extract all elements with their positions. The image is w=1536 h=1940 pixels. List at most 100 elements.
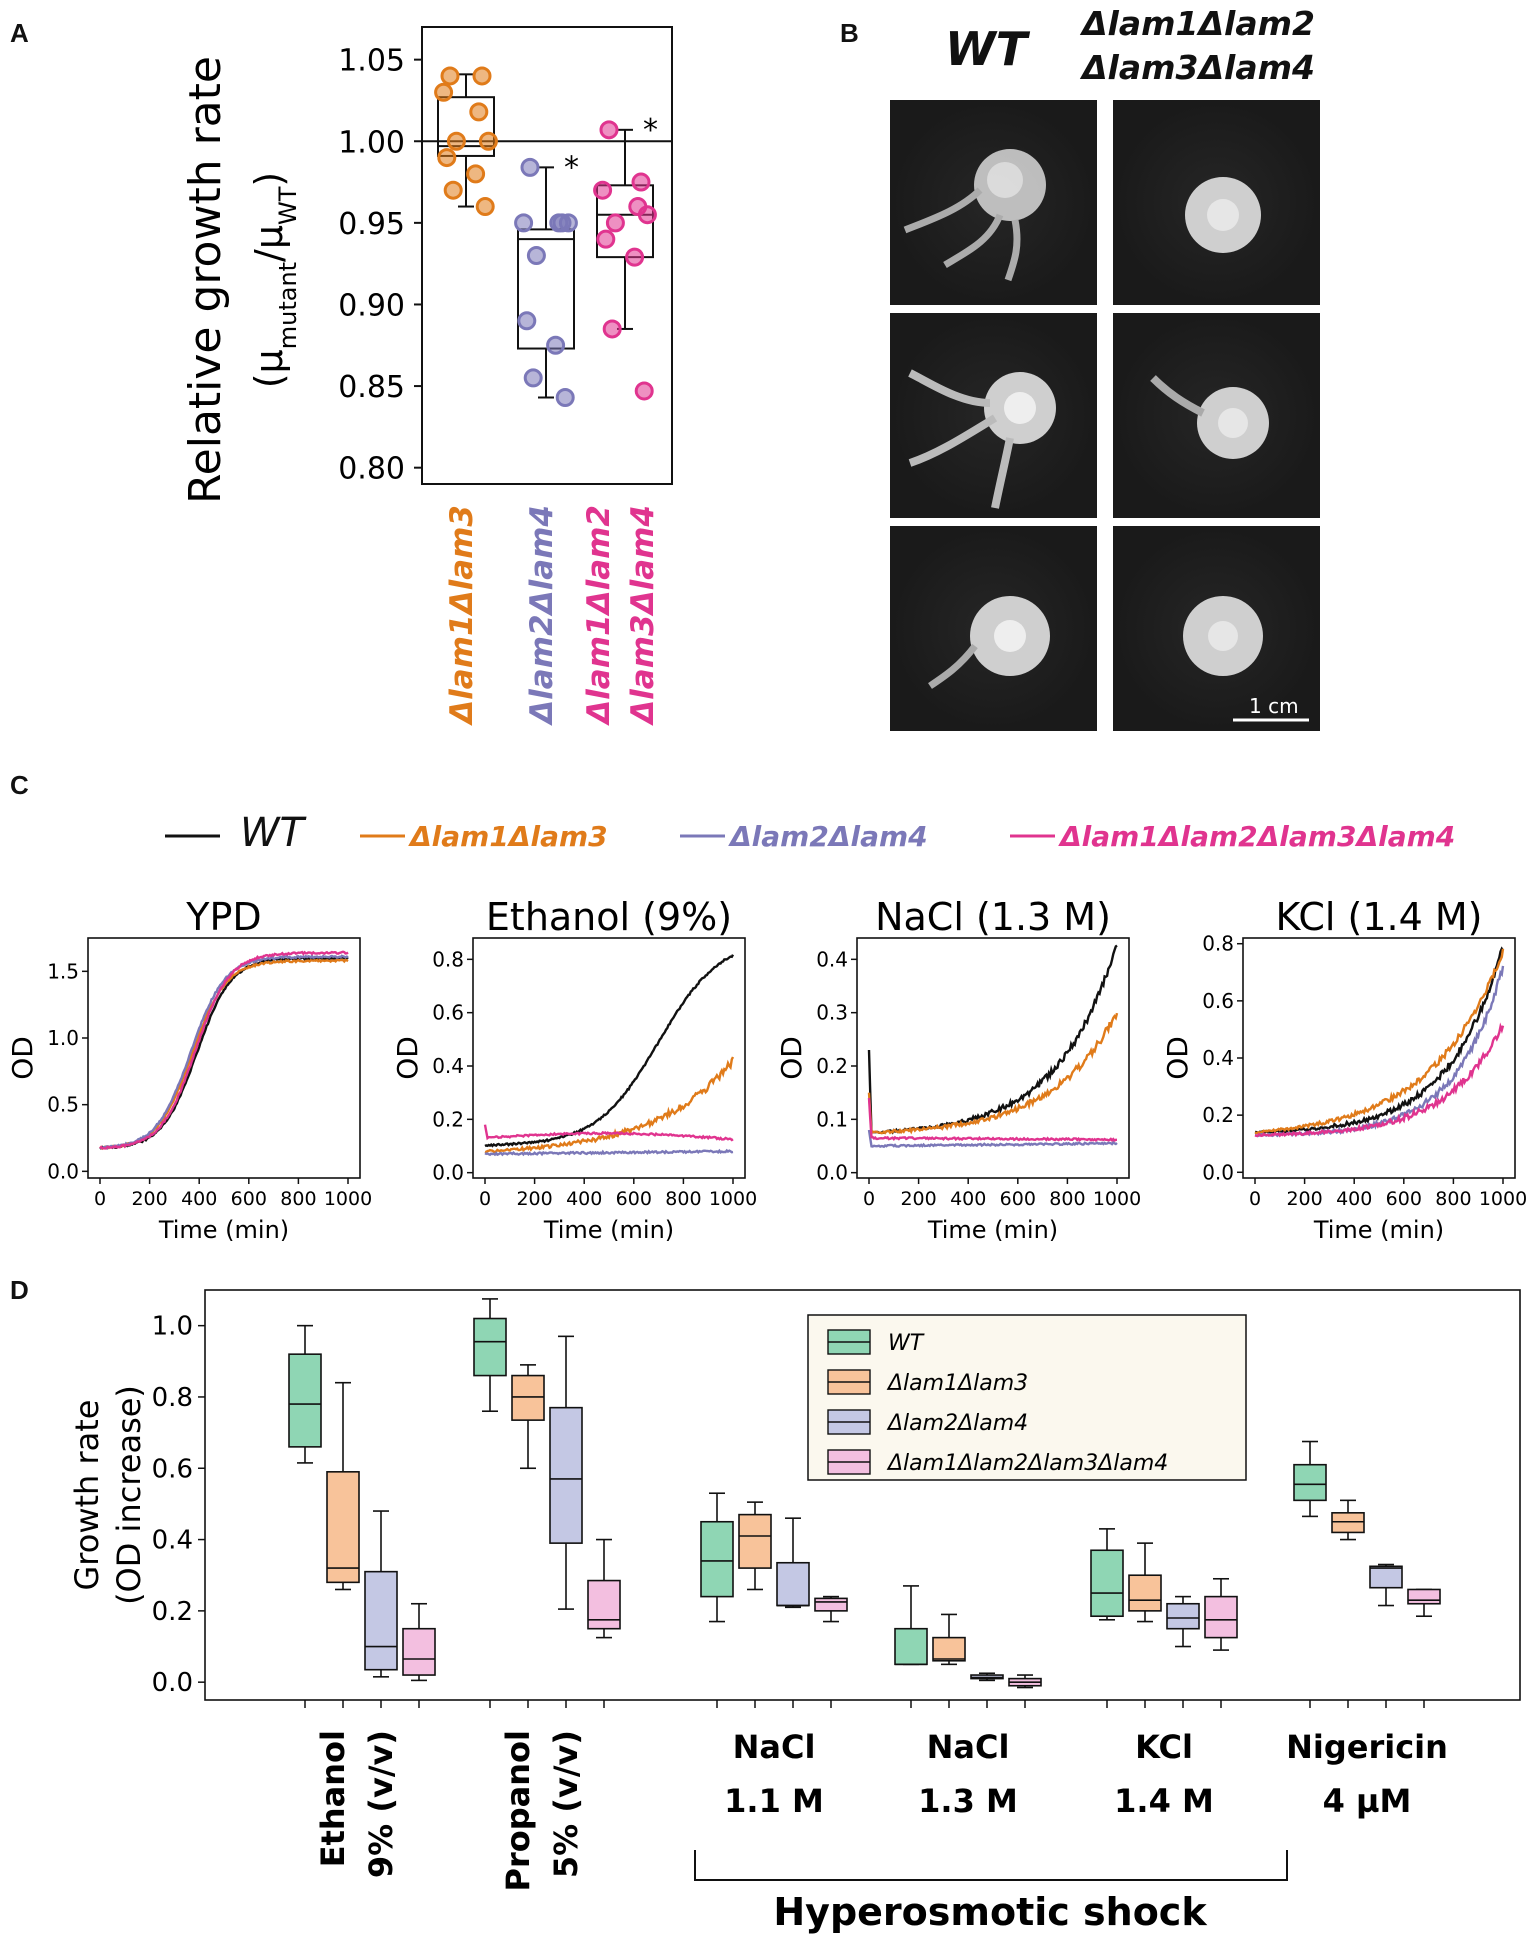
colony-image-mutant-3: 1 cm	[1113, 526, 1320, 731]
colony-image-mutant-2	[1113, 313, 1320, 518]
box	[700, 1520, 734, 1598]
ytick-label: 0.8	[432, 947, 464, 971]
boxplot-2	[1331, 1499, 1365, 1708]
xtick-label: 1000	[1093, 1188, 1141, 1210]
ytick-label: 1.0	[152, 1312, 193, 1342]
boxplot-3	[776, 1517, 810, 1708]
xtick-label: 600	[1000, 1188, 1036, 1210]
growth-curve-lam13	[484, 1056, 735, 1154]
panel-a-xlabel: Δlam1Δlam2	[581, 505, 617, 727]
boxplot-4	[402, 1602, 436, 1708]
colony-image-wt-3	[890, 526, 1097, 731]
ytick-label: 0.2	[816, 1054, 848, 1078]
growth-curve-lam24	[99, 954, 349, 1150]
hyperosmotic-bracket: Hyperosmotic shock	[694, 1850, 1288, 1934]
data-point	[625, 247, 645, 267]
growth-curve-lam24	[1254, 965, 1505, 1138]
panel-a-group-1	[434, 66, 498, 217]
box	[1128, 1574, 1162, 1612]
boxplot-2	[511, 1364, 545, 1708]
xtick-label: 400	[566, 1188, 602, 1210]
panel-a-ytick-label: 1.00	[338, 125, 405, 160]
growth-curve-quad	[867, 1097, 1117, 1143]
growth-curve-lam13	[867, 1012, 1119, 1137]
box	[326, 1471, 360, 1584]
growth-curve-lam24	[867, 1129, 1118, 1149]
data-point	[593, 180, 613, 200]
boxplot-1	[1090, 1528, 1124, 1708]
legend-item-3: Δlam2Δlam4	[680, 820, 928, 853]
ytick-label: 1.5	[47, 959, 79, 983]
panel-a-ytick-label: 0.95	[338, 207, 405, 242]
growth-curve-wt	[1254, 946, 1504, 1135]
ytick-label: 0.8	[152, 1383, 193, 1413]
xtick-label: 800	[665, 1188, 701, 1210]
chart-title: YPD	[185, 895, 261, 939]
colony-image-mutant-1	[1113, 100, 1320, 305]
chart-frame	[1242, 937, 1516, 1179]
xtick-label: 600	[231, 1188, 267, 1210]
x-axis-label: Time (min)	[927, 1216, 1058, 1244]
ytick-label: 0.4	[432, 1054, 464, 1078]
boxplot-1	[700, 1492, 734, 1708]
xtick-label: 400	[181, 1188, 217, 1210]
xtick-label: 800	[1435, 1188, 1471, 1210]
ytick-label: 0.1	[816, 1107, 848, 1131]
colony-image-wt-2	[890, 313, 1097, 518]
condition-label-line1: Ethanol	[314, 1730, 352, 1867]
box	[473, 1317, 507, 1377]
legend-label: Δlam1Δlam3	[886, 1371, 1028, 1396]
panel-c-growth-curves: YPD 0.0 0.5 1.0 1.5 0 200 400 600 800 1000 Time (mi…	[6, 895, 1527, 1244]
xtick-label: 200	[516, 1188, 552, 1210]
boxplot-3	[1369, 1563, 1403, 1708]
boxplot-4	[1008, 1674, 1042, 1708]
panel-d-boxplot: 0.0 0.2 0.4 0.6 0.8 1.0 Growth rate (OD increas…	[68, 1289, 1521, 1934]
y-axis-label: OD	[775, 1036, 808, 1080]
data-point	[517, 311, 537, 331]
data-point	[434, 82, 454, 102]
y-axis-label: OD	[391, 1036, 424, 1080]
data-point	[440, 66, 460, 86]
box	[738, 1513, 772, 1569]
box	[776, 1561, 810, 1607]
boxplot-2	[738, 1501, 772, 1708]
condition-group-5: KCl 1.4 M	[1090, 1528, 1238, 1820]
boxplot-1	[473, 1298, 507, 1708]
box	[517, 228, 575, 350]
xtick-label: 0	[1249, 1188, 1261, 1210]
growth-curve-quad	[99, 950, 349, 1150]
ytick-label: 0.3	[816, 1001, 848, 1025]
condition-label-line1: KCl	[1135, 1728, 1193, 1766]
chart-frame	[856, 937, 1130, 1179]
ytick-label: 0.8	[1202, 932, 1234, 956]
ytick-label: 0.0	[152, 1668, 193, 1698]
xtick-label: 0	[863, 1188, 875, 1210]
legend-label: Δlam2Δlam4	[886, 1411, 1028, 1436]
growth-chart-2: Ethanol (9%) 0.0 0.2 0.4 0.6 0.8 0 200 400 600 800…	[391, 895, 757, 1244]
panel-a-ylabel-main: Relative growth rate	[180, 56, 231, 504]
data-point	[520, 157, 540, 177]
data-point	[526, 246, 546, 265]
data-point	[437, 148, 457, 168]
condition-label-line2: 4 µM	[1323, 1782, 1412, 1820]
box	[402, 1627, 436, 1676]
xtick-label: 400	[950, 1188, 986, 1210]
chart-title: Ethanol (9%)	[486, 895, 732, 939]
data-point	[478, 131, 498, 151]
boxplot-3	[549, 1335, 583, 1708]
panel-d-frame	[204, 1289, 1521, 1701]
panel-d-ylabel-line2: (OD increase)	[110, 1385, 148, 1605]
box	[511, 1374, 545, 1421]
chart-frame	[87, 937, 361, 1179]
box	[587, 1579, 621, 1630]
xtick-label: 800	[280, 1188, 316, 1210]
box	[894, 1627, 928, 1666]
xtick-label: 1000	[324, 1188, 372, 1210]
xtick-label: 1000	[709, 1188, 757, 1210]
significance-star: *	[564, 150, 579, 185]
xtick-label: 200	[131, 1188, 167, 1210]
box	[437, 96, 495, 157]
panel-a-ytick-label: 0.80	[338, 452, 405, 487]
data-point	[446, 131, 466, 151]
ytick-label: 0.2	[1202, 1103, 1234, 1127]
